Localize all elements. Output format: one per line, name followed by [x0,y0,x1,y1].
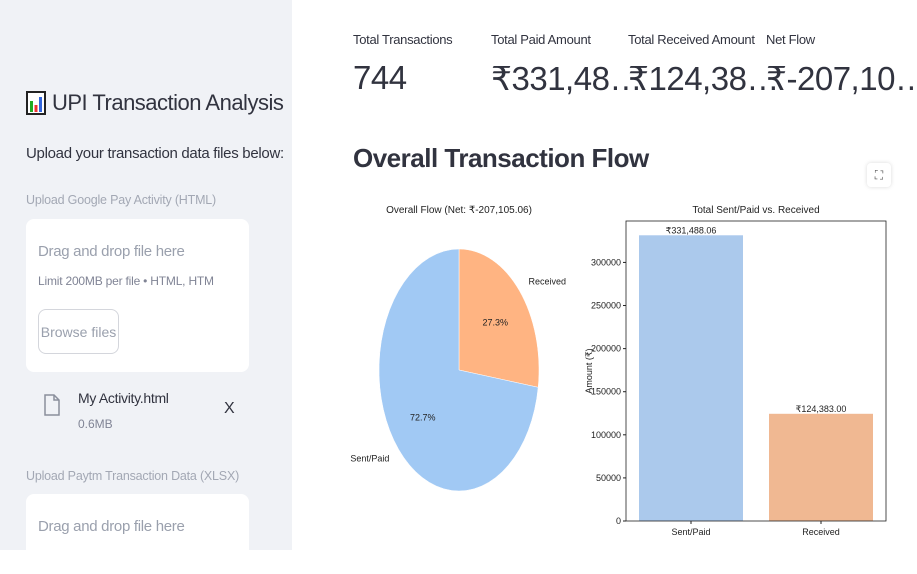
pie-slice-received [458,248,540,388]
gpay-upload-label: Upload Google Pay Activity (HTML) [26,193,217,207]
file-size: 0.6MB [78,417,113,431]
file-name: My Activity.html [78,390,169,406]
dropzone-limit: Limit 200MB per file • HTML, HTM [38,274,214,288]
bar-received [769,413,873,521]
sidebar: UPI Transaction Analysis Upload your tra… [0,0,292,574]
gpay-dropzone[interactable]: Drag and drop file here Limit 200MB per … [26,219,249,372]
y-tick-label: 300000 [591,257,621,267]
y-tick-label: 50000 [596,473,621,483]
x-tick-label: Sent/Paid [671,527,710,537]
dropzone-text: Drag and drop file here [38,243,185,260]
bar-data-label: ₹331,488.06 [666,225,717,235]
pie-label: Sent/Paid [350,454,389,464]
bar-chart-icon [26,91,46,115]
y-tick-label: 250000 [591,301,621,311]
file-icon [44,394,60,416]
metric-label: Total Received Amount [628,32,755,47]
y-tick-label: 100000 [591,430,621,440]
x-tick-label: Received [802,527,840,537]
browse-files-button[interactable]: Browse files [38,309,119,354]
charts: Overall Flow (Net: ₹-207,105.06) 27.3% Rec… [350,205,887,537]
y-tick-label: 150000 [591,387,621,397]
fullscreen-icon[interactable]: ⛶ [867,163,891,187]
paytm-upload-label: Upload Paytm Transaction Data (XLSX) [26,469,240,483]
y-tick-label: 200000 [591,344,621,354]
y-axis-label: Amount (₹) [584,348,594,393]
metric-total-paid: Total Paid Amount ₹331,48… [491,32,642,98]
pie-pct-label: 72.7% [410,413,436,423]
metric-label: Net Flow [766,32,815,47]
metric-value: ₹-207,10… [766,60,917,97]
section-title: Overall Transaction Flow [353,143,649,173]
metric-label: Total Transactions [353,32,453,47]
plot-frame [625,220,887,522]
metric-value: ₹124,38… [628,60,779,97]
y-tick-label: 0 [616,516,621,526]
app-title: UPI Transaction Analysis [26,90,284,116]
metric-label: Total Paid Amount [491,32,591,47]
bar-sent-paid [639,235,743,521]
dropzone-text: Drag and drop file here [38,518,185,535]
metric-total-received: Total Received Amount ₹124,38… [628,32,779,98]
bar-title: Total Sent/Paid vs. Received [692,205,819,216]
uploaded-file: My Activity.html 0.6MB X [40,388,250,438]
subtitle: Upload your transaction data files below… [26,145,284,162]
metric-net-flow: Net Flow ₹-207,10… [766,32,917,98]
metric-total-transactions: Total Transactions 744 [353,32,453,97]
pie-label: Received [529,276,567,286]
bar-data-label: ₹124,383.00 [796,404,847,414]
pie-pct-label: 27.3% [483,317,509,327]
metric-value: 744 [353,59,407,96]
metric-value: ₹331,48… [491,60,642,97]
pie-slice-sent-paid [378,248,539,492]
title-text: UPI Transaction Analysis [52,90,284,115]
pie-title: Overall Flow (Net: ₹-207,105.06) [386,205,532,216]
remove-file-button[interactable]: X [224,400,235,417]
